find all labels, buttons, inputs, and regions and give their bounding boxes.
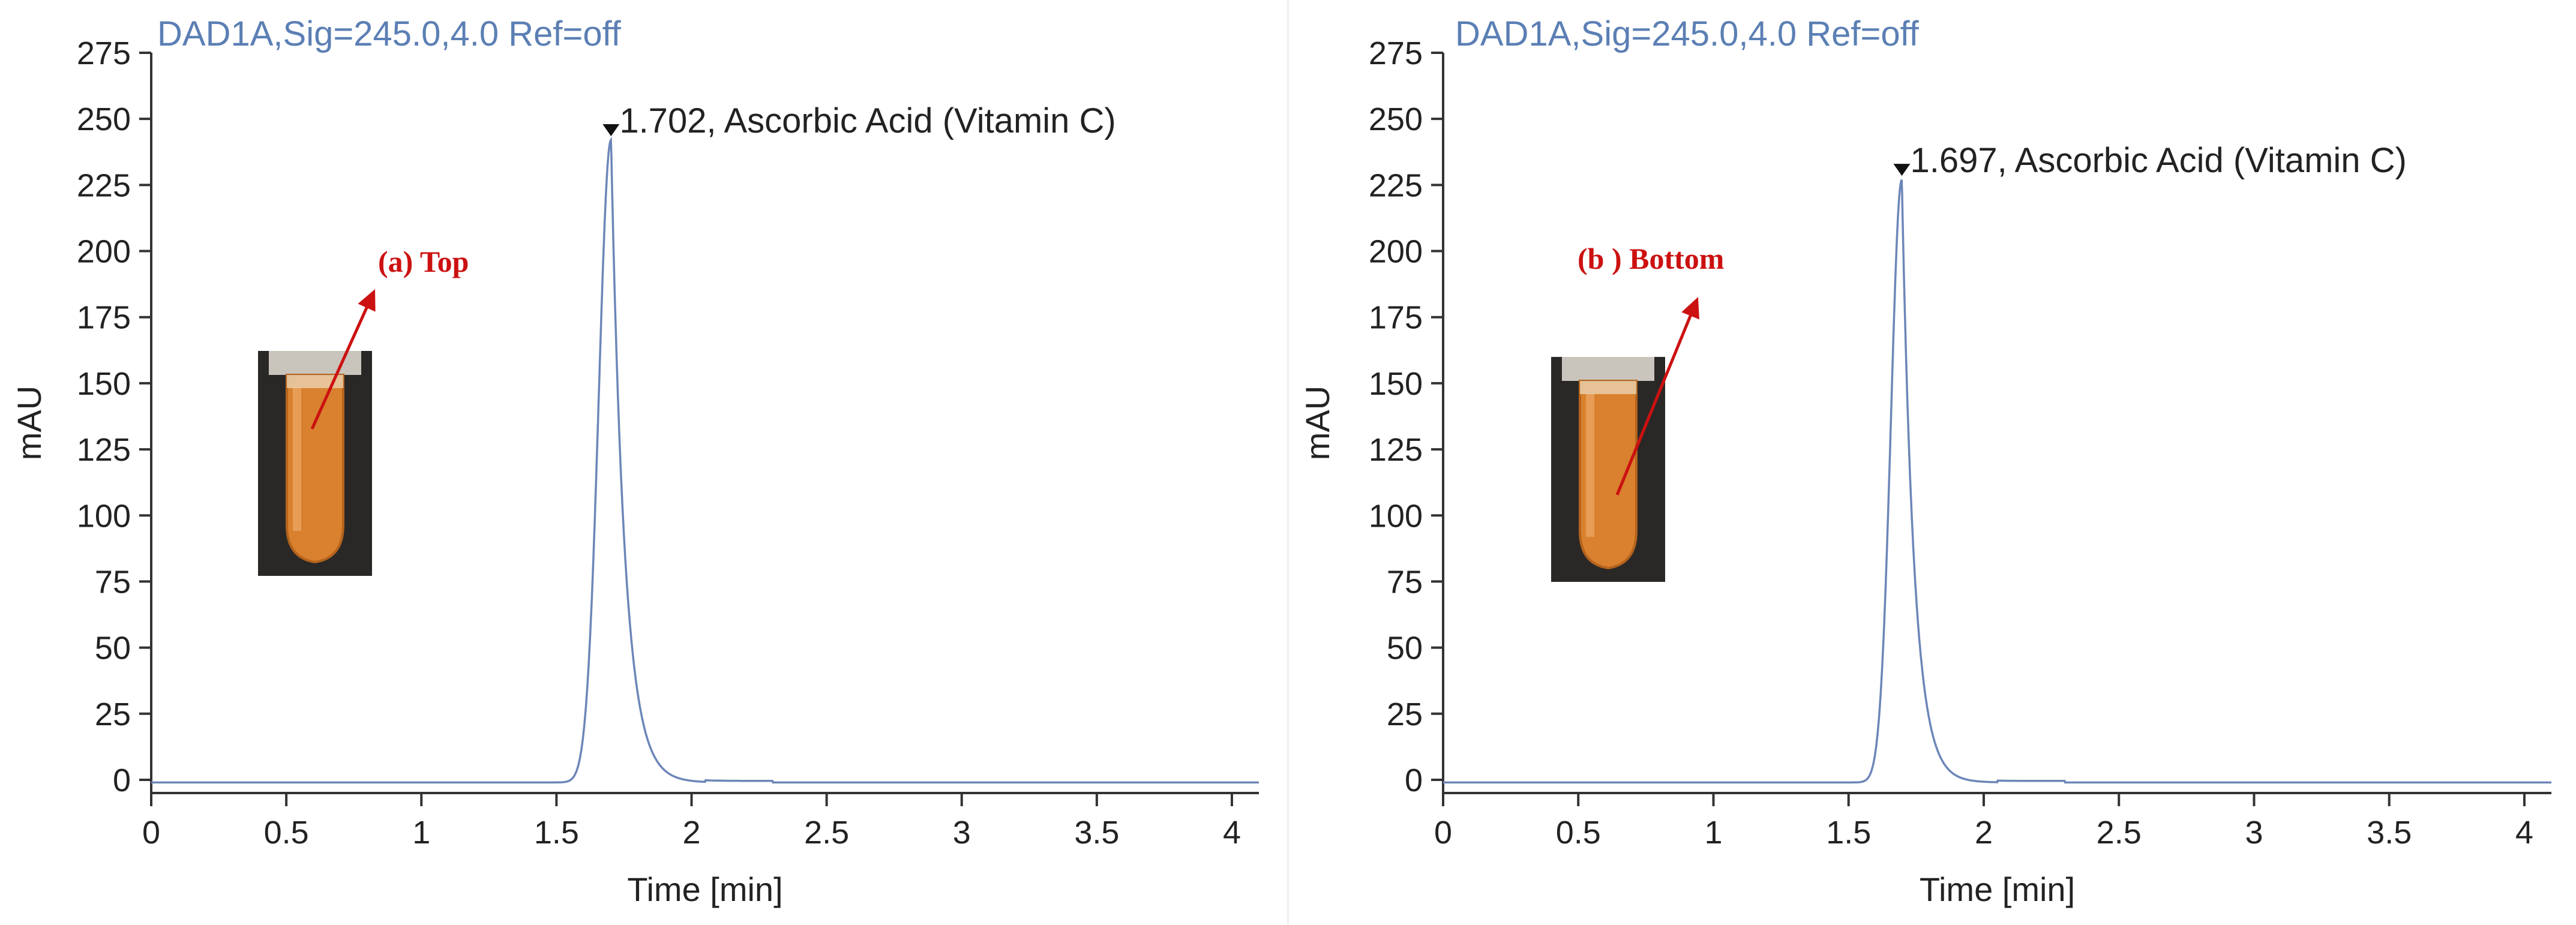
- x-tick-label: 0: [1434, 815, 1452, 851]
- y-tick-label: 275: [77, 35, 131, 71]
- y-tick-label: 100: [77, 498, 131, 534]
- x-tick-label: 4: [2515, 815, 2533, 851]
- peak-label: 1.702, Ascorbic Acid (Vitamin C): [619, 101, 1115, 140]
- x-tick-label: 0: [142, 815, 160, 851]
- y-tick-label: 0: [1405, 762, 1423, 798]
- x-tick-label: 3: [2245, 815, 2263, 851]
- y-tick-label: 25: [1387, 696, 1423, 732]
- chromatogram-a-svg: DAD1A,Sig=245.0,4.0 Ref=off0255075100125…: [10, 14, 1259, 908]
- chart-title: DAD1A,Sig=245.0,4.0 Ref=off: [1455, 14, 1920, 53]
- y-tick-label: 225: [1369, 167, 1423, 203]
- x-tick-label: 2.5: [2097, 815, 2142, 851]
- x-tick-label: 1.5: [534, 815, 579, 851]
- y-tick-label: 125: [77, 432, 131, 468]
- y-tick-label: 275: [1369, 35, 1423, 71]
- vial-highlight: [293, 387, 301, 531]
- peak-marker-icon: [602, 124, 620, 137]
- y-tick-label: 50: [95, 630, 131, 666]
- y-tick-label: 200: [77, 234, 131, 270]
- annotation-label: (a) Top: [378, 245, 469, 278]
- annotation-arrowhead-icon: [358, 289, 376, 312]
- y-tick-label: 50: [1387, 630, 1423, 666]
- peak-marker-icon: [1893, 164, 1911, 176]
- x-tick-label: 1: [1704, 815, 1722, 851]
- x-tick-label: 0.5: [1556, 815, 1601, 851]
- x-tick-label: 2: [1975, 815, 1993, 851]
- vial-cap: [1562, 357, 1654, 381]
- x-tick-label: 4: [1223, 815, 1241, 851]
- vial-highlight: [1586, 393, 1594, 537]
- annotation-arrow: [310, 301, 371, 430]
- chromatogram-panel-b: DAD1A,Sig=245.0,4.0 Ref=off 0 25 50 75 100 125…: [1288, 0, 2576, 925]
- y-tick-label: 75: [1387, 564, 1423, 600]
- y-tick-label: 250: [1369, 101, 1423, 137]
- x-tick-label: 1: [412, 815, 430, 851]
- y-tick-label: 25: [95, 696, 131, 732]
- x-axis-label: Time [min]: [627, 870, 782, 908]
- y-tick-label: 150: [77, 366, 131, 402]
- peak-label: 1.697, Ascorbic Acid (Vitamin C): [1910, 141, 2406, 180]
- x-tick-label: 3: [953, 815, 971, 851]
- y-tick-label: 175: [77, 300, 131, 336]
- chromatogram-b-svg: DAD1A,Sig=245.0,4.0 Ref=off0255075100125…: [1299, 14, 2551, 908]
- vial-rim: [1580, 381, 1636, 394]
- x-tick-label: 3.5: [1074, 815, 1119, 851]
- chromatogram-panel-a: DAD1A,Sig=245.0,4.0 Ref=off 0 25 50 75 100 125…: [10, 14, 1259, 908]
- annotation-arrowhead-icon: [1681, 297, 1699, 320]
- chromatogram-trace: [151, 136, 1259, 784]
- y-tick-label: 100: [1369, 498, 1423, 534]
- y-axis-label: mAU: [1299, 386, 1336, 460]
- x-tick-label: 1.5: [1826, 815, 1871, 851]
- x-tick-label: 0.5: [264, 815, 309, 851]
- vial-photo: [258, 351, 372, 576]
- vial-rim: [287, 375, 343, 388]
- y-tick-label: 200: [1369, 234, 1423, 270]
- vial-cap: [269, 351, 361, 375]
- y-tick-label: 225: [77, 167, 131, 203]
- y-tick-label: 150: [1369, 366, 1423, 402]
- x-tick-label: 2.5: [804, 815, 849, 851]
- y-tick-label: 175: [1369, 300, 1423, 336]
- annotation-label: (b ) Bottom: [1578, 242, 1724, 275]
- x-tick-label: 2: [682, 815, 700, 851]
- y-tick-label: 0: [113, 762, 131, 798]
- chromatogram-trace: [1443, 179, 2551, 784]
- annotation-arrow: [1615, 308, 1695, 495]
- y-axis-label: mAU: [10, 386, 48, 460]
- y-tick-label: 75: [95, 564, 131, 600]
- y-tick-label: 125: [1369, 432, 1423, 468]
- chart-title: DAD1A,Sig=245.0,4.0 Ref=off: [157, 14, 622, 53]
- x-axis-label: Time [min]: [1920, 870, 2075, 908]
- y-tick-label: 250: [77, 101, 131, 137]
- x-tick-label: 3.5: [2367, 815, 2412, 851]
- vial-photo: [1551, 357, 1665, 582]
